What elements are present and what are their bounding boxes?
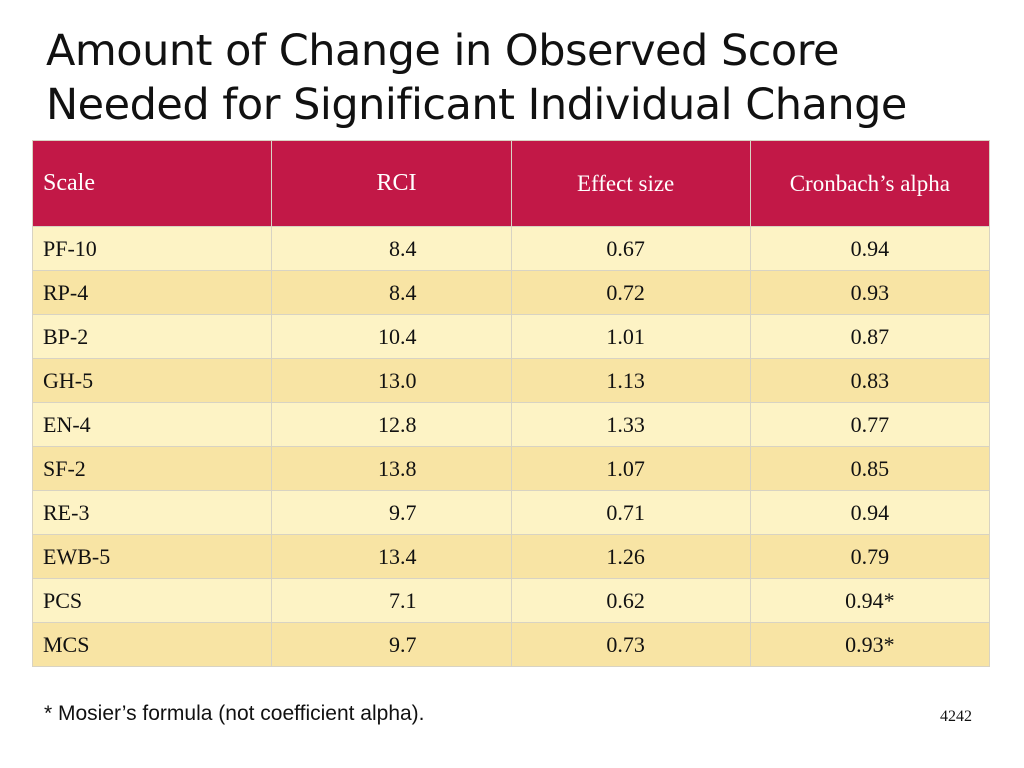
table-cell: 0.85 [749,446,991,491]
table-cell: 8.4 [271,226,512,271]
table-row: MCS 9.7 0.73 0.93* [31,622,991,667]
table-cell: 13.0 [271,358,512,403]
table-row: GH-5 13.0 1.13 0.83 [31,358,991,403]
table-cell: 0.83 [749,358,991,403]
column-header: Scale [31,140,273,227]
table-cell: EWB-5 [31,534,273,579]
table-cell: 7.1 [271,578,512,623]
table-cell: SF-2 [31,446,273,491]
footnote: * Mosier’s formula (not coefficient alph… [44,702,425,725]
table-cell: GH-5 [31,358,273,403]
table-cell: 9.7 [271,622,512,667]
table-cell: 0.87 [749,314,991,359]
table-cell: 0.79 [749,534,991,579]
table-cell: 1.26 [510,534,751,579]
table-row: PF-10 8.4 0.67 0.94 [31,226,991,271]
table-cell: 8.4 [271,270,512,315]
title-line: Amount of Change in Observed Score [46,26,839,76]
table-cell: 0.73 [510,622,751,667]
column-header: RCI [271,140,512,227]
table-body: PF-10 8.4 0.67 0.94 RP-4 8.4 0.72 0.93 BP-2 10.4 1… [31,226,991,667]
table-cell: PF-10 [31,226,273,271]
table-row: BP-2 10.4 1.01 0.87 [31,314,991,359]
table-cell: 0.67 [510,226,751,271]
table-cell: 0.62 [510,578,751,623]
table-cell: 13.4 [271,534,512,579]
table-cell: 1.07 [510,446,751,491]
table-row: EN-4 12.8 1.33 0.77 [31,402,991,447]
table-cell: 0.71 [510,490,751,535]
title-line: Needed for Significant Individual Change [46,80,907,130]
table-cell: 0.72 [510,270,751,315]
table-cell: 0.94 [749,226,991,271]
table-cell: 0.94* [749,578,991,623]
column-header: Effect size [510,140,751,227]
table-cell: PCS [31,578,273,623]
table-cell: EN-4 [31,402,273,447]
table-cell: 10.4 [271,314,512,359]
title: Amount of Change in Observed Score Neede… [46,24,907,132]
data-table: Scale RCI Effect size Cronbach’s alpha PF-1… [31,140,991,667]
table-cell: 1.01 [510,314,751,359]
table-cell: 1.13 [510,358,751,403]
table-cell: 0.94 [749,490,991,535]
table-row: PCS 7.1 0.62 0.94* [31,578,991,623]
table-cell: 1.33 [510,402,751,447]
table-cell: 9.7 [271,490,512,535]
table-cell: 0.93* [749,622,991,667]
table-row: RP-4 8.4 0.72 0.93 [31,270,991,315]
table-row: SF-2 13.8 1.07 0.85 [31,446,991,491]
table-cell: RE-3 [31,490,273,535]
table-cell: 0.77 [749,402,991,447]
table-row: RE-3 9.7 0.71 0.94 [31,490,991,535]
column-header: Cronbach’s alpha [749,140,991,227]
table-row: EWB-5 13.4 1.26 0.79 [31,534,991,579]
header-row: Scale RCI Effect size Cronbach’s alpha [31,140,991,227]
table-cell: MCS [31,622,273,667]
page-number: 4242 [940,708,972,725]
table-cell: RP-4 [31,270,273,315]
table-cell: 0.93 [749,270,991,315]
table-cell: 13.8 [271,446,512,491]
table-cell: 12.8 [271,402,512,447]
table-cell: BP-2 [31,314,273,359]
